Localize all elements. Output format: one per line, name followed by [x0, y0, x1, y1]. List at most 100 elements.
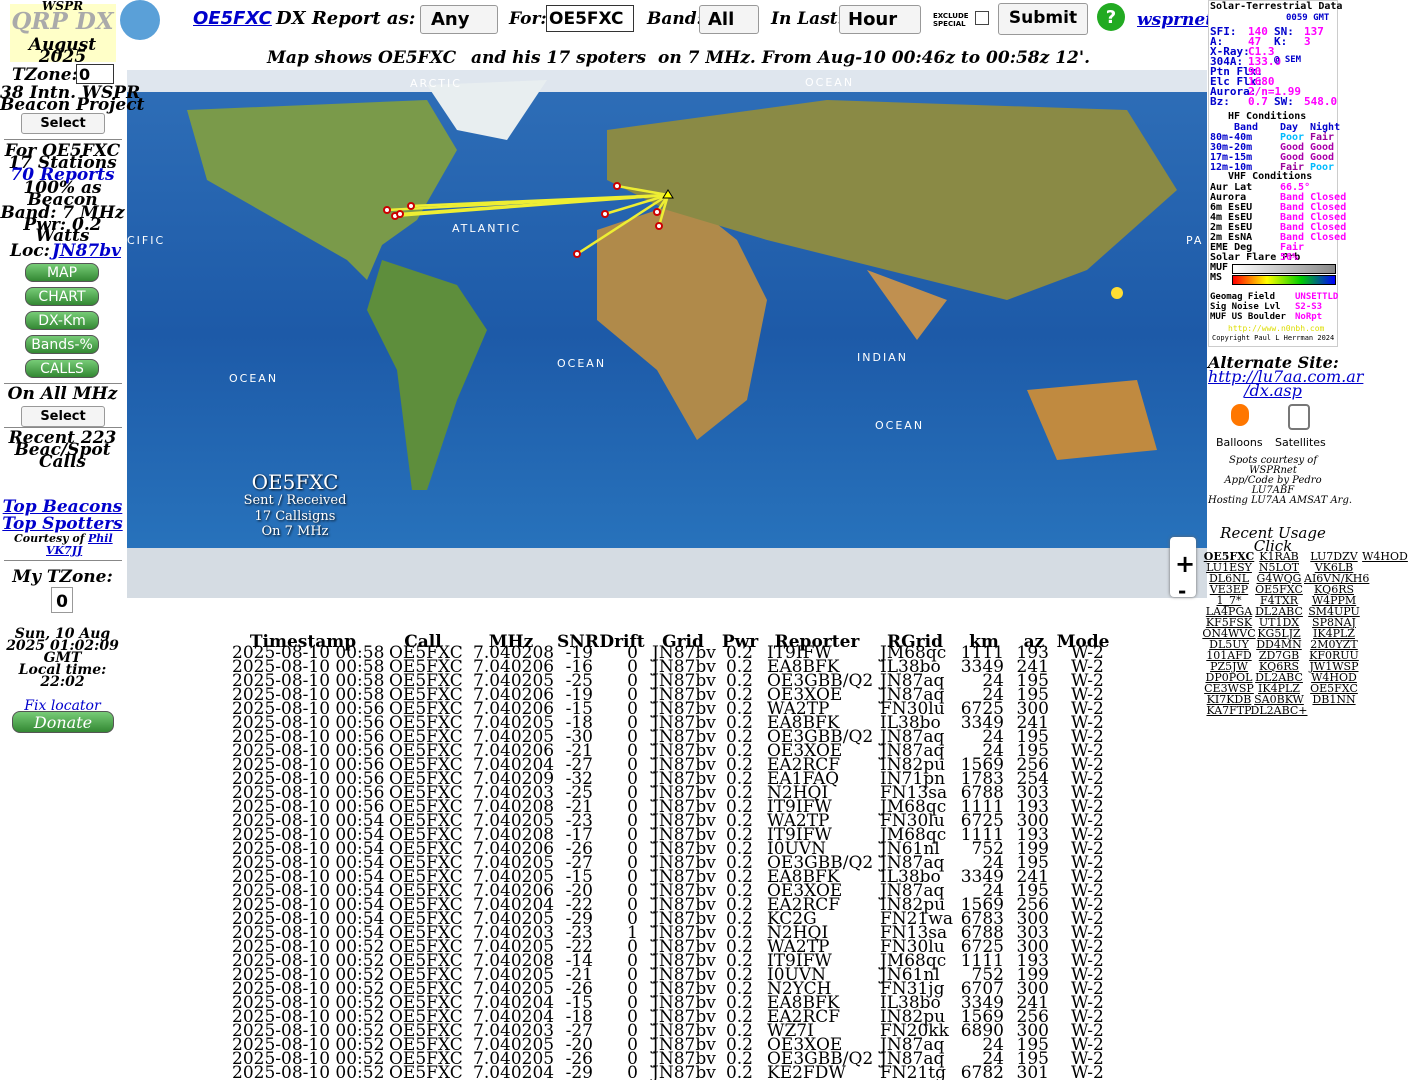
nav-button[interactable]: CALLS	[25, 359, 99, 378]
recent-call[interactable]: ZD7GB	[1258, 649, 1300, 662]
table-cell: W-2	[1071, 755, 1104, 775]
recent-call[interactable]: KF0RUU	[1309, 649, 1359, 662]
exclude-checkbox[interactable]	[975, 11, 989, 25]
nav-button[interactable]: DX-Km	[25, 311, 99, 330]
report-select[interactable]: Any	[420, 5, 498, 34]
nav-button[interactable]: Bands-%	[25, 335, 99, 354]
recent-call[interactable]: LA4PGA	[1205, 605, 1253, 618]
for-input[interactable]: OE5FXC	[546, 5, 634, 32]
recent-call[interactable]: DP0POL	[1205, 671, 1253, 684]
recent-call[interactable]: K1RAB	[1259, 550, 1299, 563]
recent-call[interactable]: SA0BKW	[1254, 693, 1304, 706]
zoom-out[interactable]: -	[1178, 579, 1187, 603]
table-cell: 1783	[960, 769, 1004, 789]
alt-link[interactable]: http://lu7aa.com.ar	[1208, 367, 1364, 386]
recent-call[interactable]: W4HOD	[1311, 671, 1357, 684]
table-cell: N2HQI	[767, 923, 829, 943]
table-cell: W-2	[1071, 909, 1104, 929]
recent-call[interactable]: DL2ABC	[1255, 671, 1303, 684]
table-cell: FN31jg	[880, 979, 945, 999]
alt-link[interactable]: /dx.asp	[1244, 381, 1302, 400]
select[interactable]: Select	[21, 113, 105, 134]
courtesy-link[interactable]: VK7JJ	[46, 544, 83, 557]
recent-call[interactable]: JW1WSP	[1309, 660, 1359, 673]
donate-button[interactable]: Donate	[12, 711, 114, 733]
help-button[interactable]: ?	[1097, 3, 1125, 31]
satellites-link[interactable]: Satellites	[1275, 436, 1326, 449]
table-cell: -27	[565, 1021, 593, 1041]
my-tzone-input[interactable]: 0	[51, 587, 73, 613]
recent-call[interactable]: DB1NN	[1312, 693, 1356, 706]
recent-call[interactable]: OE5FXC	[1310, 682, 1358, 695]
table-cell: OE3GBB/Q2	[767, 727, 874, 747]
table-cell: 0	[627, 755, 638, 775]
recent-call[interactable]: VE3EP	[1209, 583, 1249, 596]
table-cell: W-2	[1071, 867, 1104, 887]
nav-button[interactable]: CHART	[25, 287, 99, 306]
top-beacons-link[interactable]: Top Beacons	[2, 497, 123, 517]
recent-call[interactable]: KA7FTP	[1206, 704, 1252, 717]
recent-call[interactable]: G4WQG	[1256, 572, 1302, 585]
recent-call[interactable]: KF5FSK	[1205, 616, 1253, 629]
select[interactable]: Select	[21, 406, 105, 427]
top-spotters-link[interactable]: Top Spotters	[2, 514, 123, 534]
table-cell: W-2	[1071, 657, 1104, 677]
callsign-link[interactable]: OE5FXC	[193, 8, 272, 29]
recent-call[interactable]: W4HOD	[1362, 550, 1408, 563]
recent-call[interactable]: 2M0YZT	[1310, 638, 1358, 651]
recent-call[interactable]: F4TXR	[1259, 594, 1299, 607]
recent-call[interactable]: IK4PLZ	[1313, 627, 1355, 640]
recent-call[interactable]: PZ5JW	[1210, 660, 1248, 673]
solar-url[interactable]: http://www.n0nbh.com	[1228, 324, 1325, 333]
recent-call[interactable]: UT1DX	[1258, 616, 1300, 629]
recent-call[interactable]: VK6LB	[1314, 561, 1354, 574]
last-select[interactable]: Hour	[839, 5, 921, 34]
recent-call[interactable]: DL5UY	[1209, 638, 1249, 651]
recent-call[interactable]: KG5LJZ	[1257, 627, 1301, 640]
recent-call[interactable]: W4PPM	[1311, 594, 1357, 607]
table-cell: IL38bo	[880, 993, 941, 1013]
courtesy-link[interactable]: Phil	[88, 532, 113, 545]
table-cell: FN30lu	[880, 811, 945, 831]
zoom-in[interactable]: +	[1175, 550, 1196, 578]
table-cell: W-2	[1071, 727, 1104, 747]
project-text: 38 Intn. WSPR	[0, 83, 141, 103]
balloon-icon[interactable]	[1231, 404, 1249, 426]
balloons-link[interactable]: Balloons	[1216, 436, 1263, 449]
recent-call[interactable]: OE5FXC	[1255, 583, 1303, 596]
recent-call[interactable]: IK4PLZ	[1258, 682, 1300, 695]
recent-call[interactable]: DD4MN	[1256, 638, 1302, 651]
recent-call[interactable]: LU1ESY	[1206, 561, 1252, 574]
recent-call[interactable]: LU7DZV	[1310, 550, 1358, 563]
recent-call[interactable]: SP8NAJ	[1312, 616, 1356, 629]
recent-call[interactable]: KQ6RS	[1313, 583, 1355, 596]
table-cell: -26	[565, 839, 593, 859]
recent-call[interactable]: 1_7*	[1216, 594, 1242, 607]
recent-call[interactable]: DL2ABC+	[1250, 704, 1308, 717]
recent-call[interactable]: ON4WVC	[1202, 627, 1256, 640]
recent-call[interactable]: KQ6RS	[1258, 660, 1300, 673]
table-cell: 7.040205	[473, 979, 555, 999]
recent-call[interactable]: DL2ABC	[1255, 605, 1303, 618]
submit-button[interactable]: Submit	[998, 3, 1088, 35]
recent-call[interactable]: OE5FXC	[1203, 550, 1255, 563]
hf-cell: Good	[1310, 142, 1335, 153]
loc-link[interactable]: JN87bv	[52, 241, 122, 261]
table-cell: JN87bv	[652, 685, 716, 705]
band-select[interactable]: All	[699, 5, 759, 34]
recent-call[interactable]: SM4UPU	[1308, 605, 1360, 618]
table-cell: IL38bo	[880, 867, 941, 887]
tzone-input[interactable]: 0	[76, 64, 114, 84]
table-cell: 7.040205	[473, 811, 555, 831]
recent-call[interactable]: N5LOT	[1258, 561, 1300, 574]
fix-link[interactable]: Fix locator	[24, 698, 101, 714]
map-label: OCEAN	[229, 372, 279, 385]
recent-call[interactable]: CE3WSP	[1204, 682, 1254, 695]
recent-call[interactable]: DL6NL	[1208, 572, 1250, 585]
recent-call[interactable]: KI7KDB	[1206, 693, 1252, 706]
recent-call[interactable]: AI6VN/KH6	[1304, 572, 1370, 585]
nav-button[interactable]: MAP	[25, 263, 99, 282]
ms-bar	[1232, 275, 1336, 285]
satellite-icon[interactable]	[1288, 404, 1310, 430]
recent-call[interactable]: 101AFD	[1206, 649, 1252, 662]
